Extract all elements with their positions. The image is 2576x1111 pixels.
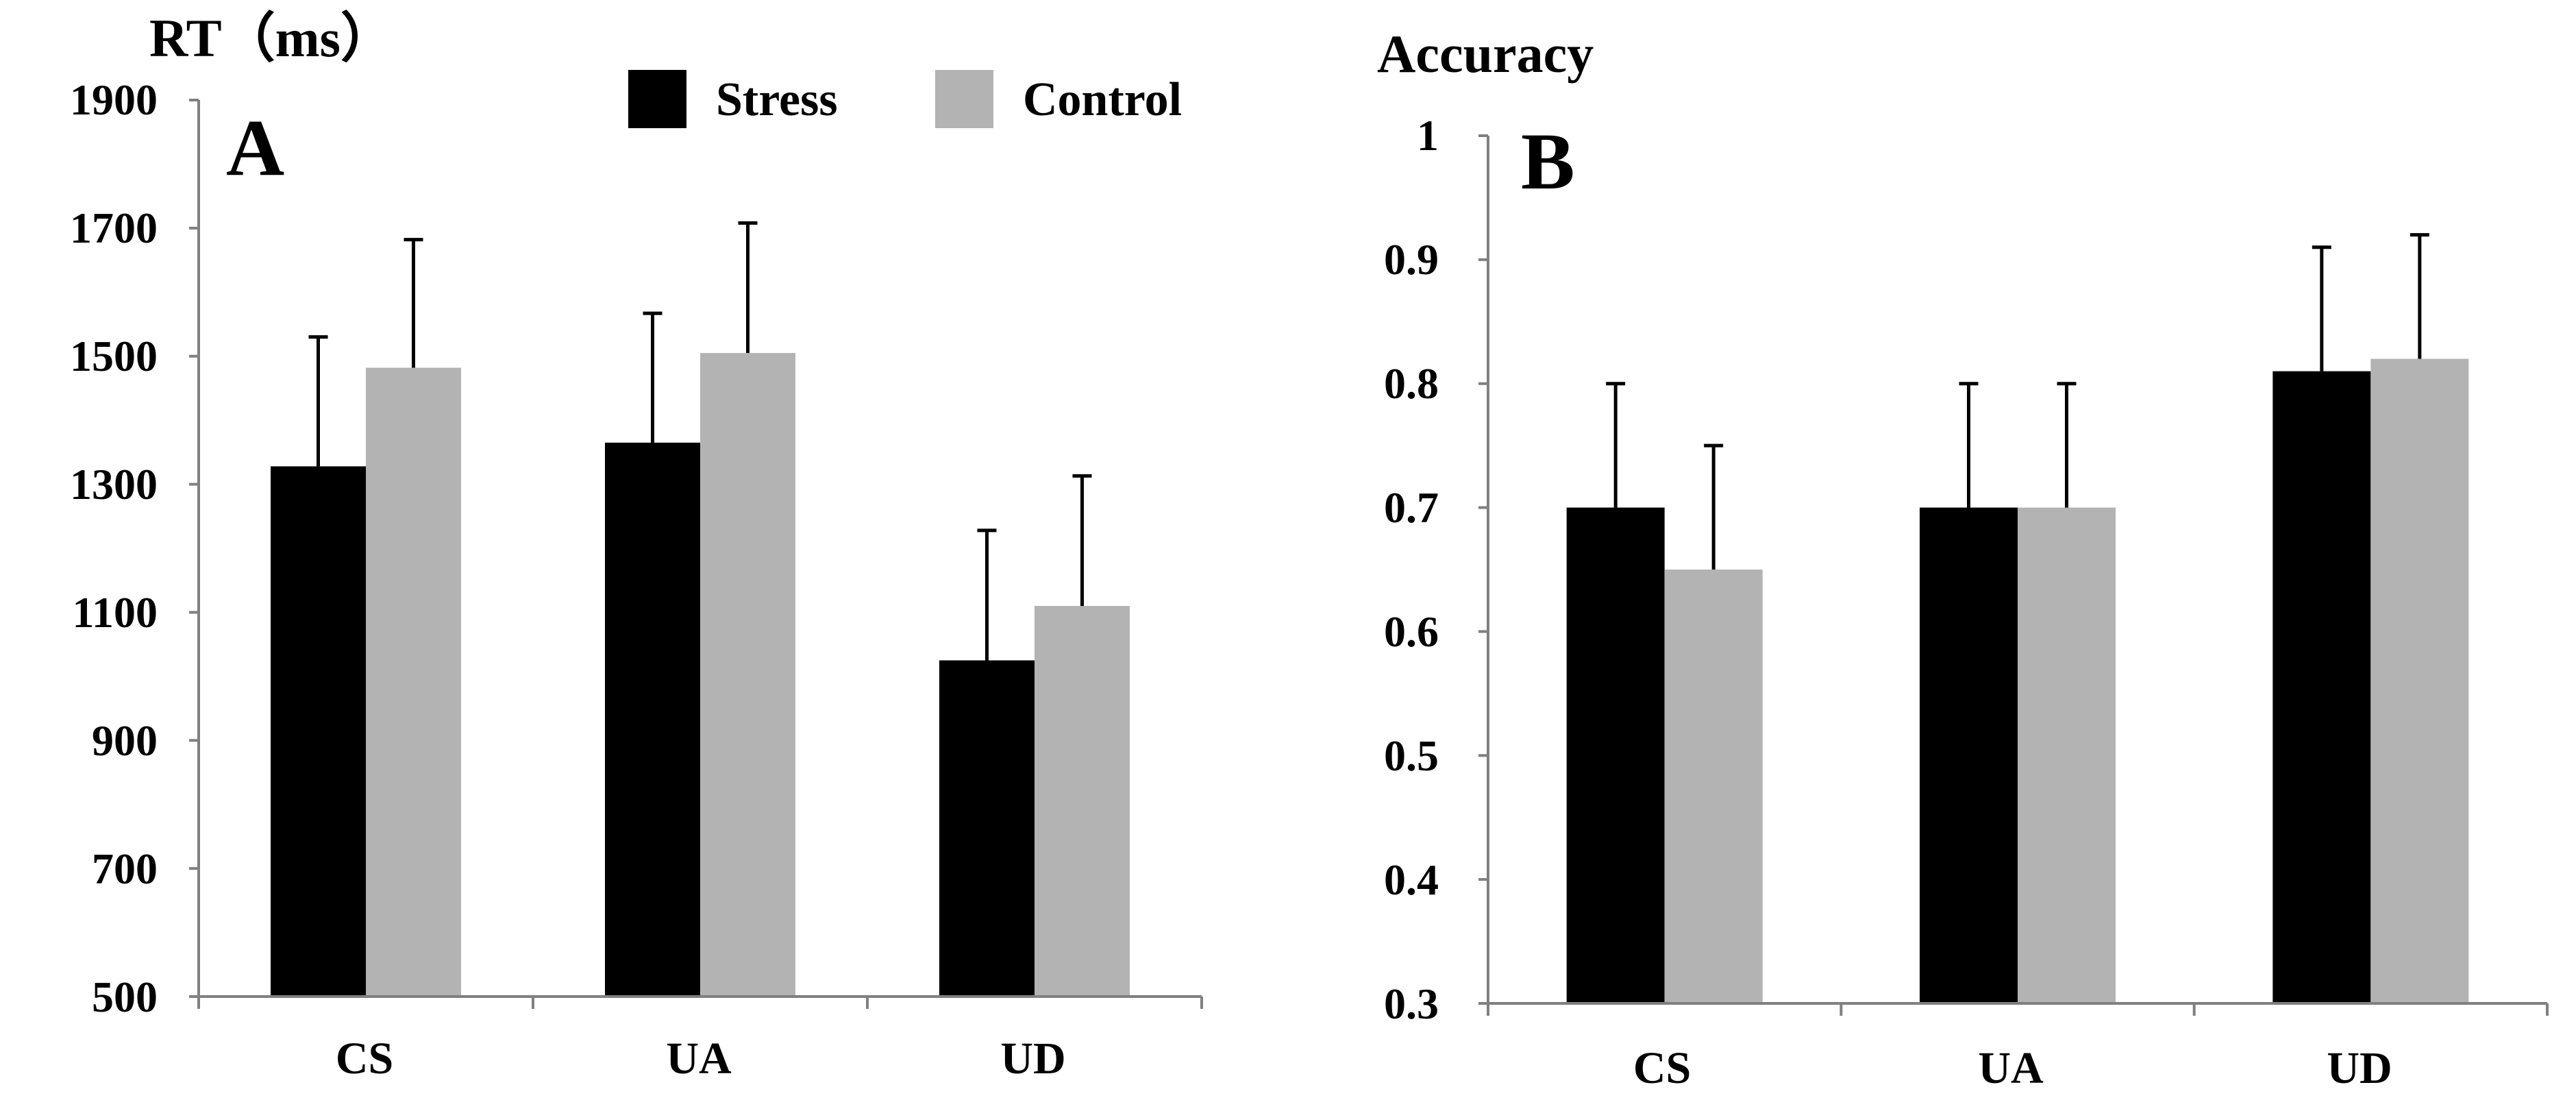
panel-a-bar-control-cs [366, 367, 461, 997]
panel-b-category-label: UD [2327, 1043, 2392, 1093]
panel-a-bar-stress-cs [271, 466, 366, 997]
panel-b-bar-control-cs [1664, 570, 1763, 1003]
panel-a-y-axis-title: RT（ms） [149, 8, 394, 68]
panel-a-bars [271, 353, 1130, 997]
panel-a-y-tick-labels: 500 700 900 1100 1300 1500 1700 1900 [70, 75, 158, 1021]
panel-b-letter: B [1521, 117, 1575, 206]
panel-a-bar-stress-ud [939, 660, 1035, 997]
panel-b-ytick-label: 0.7 [1384, 483, 1439, 532]
panel-b-bar-stress-ua [1920, 507, 2018, 1003]
panel-b: Accuracy B 0.3 0.4 0.5 0.6 0.7 0.8 0.9 1… [1377, 24, 2549, 1093]
legend: Stress Control [628, 70, 1182, 128]
panel-b-axes [1478, 134, 2549, 1016]
panel-a-ytick-label: 700 [92, 844, 158, 893]
panel-b-category-label: UA [1978, 1043, 2044, 1093]
panel-b-ytick-label: 0.4 [1384, 855, 1439, 904]
panel-b-ytick-label: 1 [1417, 111, 1439, 160]
panel-b-ytick-label: 0.9 [1384, 235, 1439, 284]
panel-b-error-bars [1606, 233, 2429, 570]
panel-a-bar-stress-ua [605, 442, 700, 997]
panel-a-ytick-label: 1500 [70, 332, 158, 380]
panel-a-category-label: UD [1000, 1034, 1065, 1084]
legend-label-stress: Stress [716, 73, 838, 126]
panel-a-ytick-label: 1100 [73, 588, 158, 637]
panel-b-y-tick-labels: 0.3 0.4 0.5 0.6 0.7 0.8 0.9 1 [1384, 111, 1439, 1028]
panel-a-ytick-label: 1300 [70, 460, 158, 509]
legend-swatch-control [935, 70, 993, 128]
panel-b-ytick-label: 0.5 [1384, 731, 1439, 780]
panel-a-letter: A [226, 103, 284, 193]
panel-b-bar-stress-ud [2272, 371, 2371, 1003]
panel-b-ytick-label: 0.3 [1384, 979, 1439, 1028]
panel-b-category-label: CS [1633, 1043, 1691, 1093]
panel-a-bar-control-ua [700, 353, 795, 997]
panel-b-y-axis-title: Accuracy [1377, 24, 1594, 84]
panel-a-category-label: UA [666, 1034, 732, 1084]
panel-a-x-tick-labels: CS UA UD [336, 1034, 1066, 1084]
panel-b-bar-control-ud [2370, 358, 2469, 1003]
panel-b-x-tick-labels: CS UA UD [1633, 1043, 2392, 1093]
legend-label-control: Control [1023, 73, 1182, 126]
panel-a-ytick-label: 900 [92, 716, 158, 765]
legend-swatch-stress [628, 70, 686, 128]
panel-a-category-label: CS [336, 1034, 393, 1084]
panel-a: RT（ms） A Stress Control 500 700 900 1100… [70, 8, 1203, 1084]
panel-b-bar-control-ua [2018, 507, 2116, 1003]
panel-b-ytick-label: 0.6 [1384, 607, 1439, 656]
panel-b-bar-stress-cs [1566, 507, 1665, 1003]
panel-a-ytick-label: 500 [92, 973, 158, 1021]
panel-b-bars [1566, 358, 2469, 1003]
panel-b-ytick-label: 0.8 [1384, 359, 1439, 408]
panel-a-ytick-label: 1700 [70, 204, 158, 252]
panel-a-axes [189, 99, 1203, 1009]
panel-a-error-bars [308, 221, 1092, 661]
panel-a-ytick-label: 1900 [70, 75, 158, 124]
panel-a-bar-control-ud [1035, 606, 1130, 997]
